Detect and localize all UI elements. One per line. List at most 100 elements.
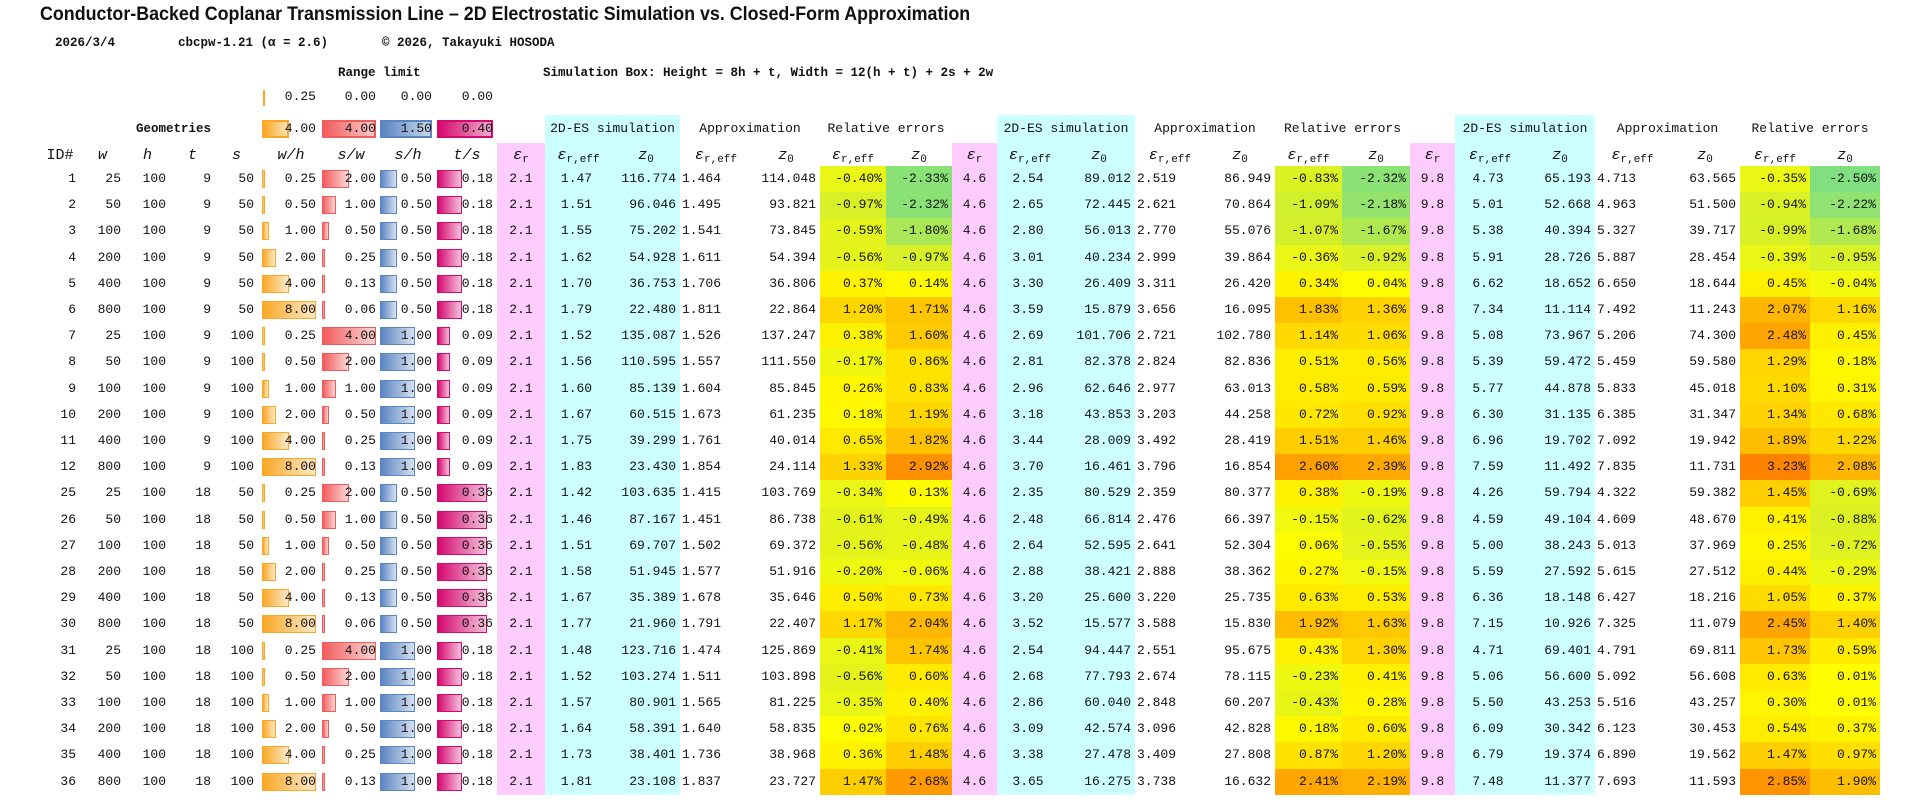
cell-sim-z0: 69.401 bbox=[1544, 642, 1591, 658]
ratio-value: 0.36 bbox=[461, 564, 493, 579]
cell-w: 400 bbox=[97, 275, 121, 291]
cell-ts: 0.18 bbox=[437, 690, 497, 716]
cell-rel-err-eps-eff: 0.30% bbox=[1740, 690, 1810, 717]
ratio-value: 0.13 bbox=[344, 459, 376, 475]
cell-approx-z0: 137.247 bbox=[761, 328, 816, 344]
ratio-value: 0.25 bbox=[284, 328, 316, 344]
cell-sim-eps-eff: 1.46 bbox=[560, 511, 593, 527]
cell-sim-eps-eff: 1.52 bbox=[560, 668, 593, 684]
cell-sim-eps-eff: 6.79 bbox=[1472, 747, 1504, 763]
col-header-wh: w/h bbox=[277, 147, 305, 164]
cell-rel-err-z0: 1.20% bbox=[1342, 742, 1410, 770]
range-min-ts: 0.00 bbox=[461, 89, 493, 104]
cell-approx-eps-eff: 5.206 bbox=[1597, 328, 1637, 344]
cell-approx-z0: 36.806 bbox=[769, 275, 816, 291]
cell-eps-r: 2.1 bbox=[509, 328, 533, 344]
cell-approx-z0: 11.593 bbox=[1689, 773, 1736, 789]
cell-sim-z0: 27.478 bbox=[1084, 747, 1131, 763]
cell-approx-z0: 86.949 bbox=[1224, 171, 1271, 186]
ratio-bar-sw bbox=[322, 170, 349, 188]
page-title: Conductor-Backed Coplanar Transmission L… bbox=[40, 4, 971, 25]
col-header-g2-0: εr bbox=[952, 143, 997, 169]
cell-eps-r: 4.6 bbox=[962, 302, 987, 317]
cell-rel-err-z0: -2.32% bbox=[886, 192, 952, 219]
cell-approx-eps-eff: 7.835 bbox=[1597, 459, 1637, 475]
cell-sh: 0.50 bbox=[380, 533, 436, 559]
ratio-value: 0.09 bbox=[461, 328, 493, 344]
cell-approx-eps-eff: 2.674 bbox=[1137, 668, 1177, 684]
cell-t: 9 bbox=[203, 197, 211, 213]
range-min-wh: 0.25 bbox=[284, 89, 316, 104]
cell-sim-eps-eff: 3.30 bbox=[1012, 275, 1044, 291]
col-header-s: s bbox=[231, 147, 241, 164]
cell-sim-eps-eff: 4.59 bbox=[1472, 511, 1504, 527]
ratio-bar-wh bbox=[262, 248, 276, 267]
cell-s: 100 bbox=[230, 380, 254, 396]
cell-id: 25 bbox=[60, 485, 76, 501]
cell-sim-z0: 101.706 bbox=[1076, 328, 1131, 344]
cell-approx-eps-eff: 2.888 bbox=[1137, 564, 1177, 579]
ratio-bar-ts bbox=[437, 196, 463, 215]
cell-sim-z0: 42.574 bbox=[1084, 721, 1131, 737]
ratio-bar-sw bbox=[322, 772, 325, 791]
cell-rel-err-z0: 0.59% bbox=[1342, 375, 1410, 403]
ratio-bar-sh bbox=[380, 589, 398, 608]
cell-sim-z0: 135.087 bbox=[621, 328, 676, 344]
cell-rel-err-eps-eff: 0.34% bbox=[1275, 270, 1342, 298]
cell-approx-z0: 16.854 bbox=[1224, 459, 1271, 475]
symbol: z bbox=[778, 147, 788, 164]
ratio-value: 1.00 bbox=[400, 721, 432, 737]
cell-rel-err-z0: 0.59% bbox=[1810, 637, 1880, 665]
ratio-value: 2.00 bbox=[284, 564, 316, 579]
subscript: 0 bbox=[1241, 154, 1248, 166]
ratio-value: 0.50 bbox=[344, 223, 376, 239]
cell-sim-z0: 16.461 bbox=[1084, 459, 1131, 475]
cell-rel-err-z0: 0.40% bbox=[886, 690, 952, 717]
cell-h: 100 bbox=[142, 590, 166, 606]
symbol: ε bbox=[694, 147, 704, 164]
cell-approx-z0: 42.828 bbox=[1224, 721, 1271, 737]
col-header-g1-2: z0 bbox=[612, 143, 680, 169]
ratio-value: 1.00 bbox=[284, 695, 316, 710]
cell-rel-err-eps-eff: -0.43% bbox=[1275, 690, 1342, 717]
cell-h: 100 bbox=[142, 721, 166, 737]
cell-sim-z0: 27.592 bbox=[1544, 564, 1591, 579]
cell-sw: 0.50 bbox=[322, 533, 380, 559]
ratio-value: 0.18 bbox=[461, 197, 493, 213]
ratio-value: 1.00 bbox=[344, 511, 376, 527]
cell-rel-err-z0: 1.82% bbox=[886, 428, 952, 455]
cell-eps-r: 9.8 bbox=[1420, 511, 1445, 527]
cell-rel-err-eps-eff: 1.33% bbox=[820, 454, 886, 481]
cell-approx-eps-eff: 1.511 bbox=[682, 668, 722, 684]
symbol: ε bbox=[1008, 147, 1018, 164]
cell-rel-err-eps-eff: -1.09% bbox=[1275, 192, 1342, 219]
ratio-bar-sw bbox=[322, 379, 336, 398]
cell-eps-r: 2.1 bbox=[509, 354, 533, 370]
cell-sim-z0: 87.167 bbox=[629, 511, 676, 527]
cell-rel-err-z0: 0.56% bbox=[1342, 349, 1410, 377]
cell-sim-z0: 73.967 bbox=[1544, 328, 1591, 344]
ratio-bar-sw bbox=[322, 589, 325, 608]
cell-t: 18 bbox=[195, 590, 211, 606]
ratio-value: 0.09 bbox=[461, 406, 493, 422]
cell-s: 50 bbox=[238, 511, 254, 527]
cell-eps-r: 4.6 bbox=[962, 721, 987, 737]
cell-approx-eps-eff: 1.611 bbox=[682, 249, 722, 265]
cell-approx-eps-eff: 3.492 bbox=[1137, 433, 1177, 448]
cell-id: 12 bbox=[60, 459, 76, 475]
cell-sim-eps-eff: 2.35 bbox=[1012, 485, 1044, 501]
cell-wh: 0.25 bbox=[262, 480, 320, 506]
cell-sw: 0.06 bbox=[322, 611, 380, 637]
cell-ts: 0.18 bbox=[437, 742, 497, 768]
cell-rel-err-z0: 1.48% bbox=[886, 742, 952, 770]
cell-approx-eps-eff: 2.977 bbox=[1137, 380, 1177, 396]
cell-t: 9 bbox=[203, 249, 211, 265]
cell-h: 100 bbox=[142, 511, 166, 527]
cell-id: 36 bbox=[60, 773, 76, 789]
ratio-value: 0.06 bbox=[344, 616, 376, 632]
subscript: r bbox=[975, 154, 983, 166]
cell-eps-r: 4.6 bbox=[962, 275, 987, 291]
ratio-bar-sw bbox=[322, 327, 376, 346]
cell-eps-r: 4.6 bbox=[962, 171, 987, 186]
cell-sim-eps-eff: 1.47 bbox=[560, 171, 593, 186]
